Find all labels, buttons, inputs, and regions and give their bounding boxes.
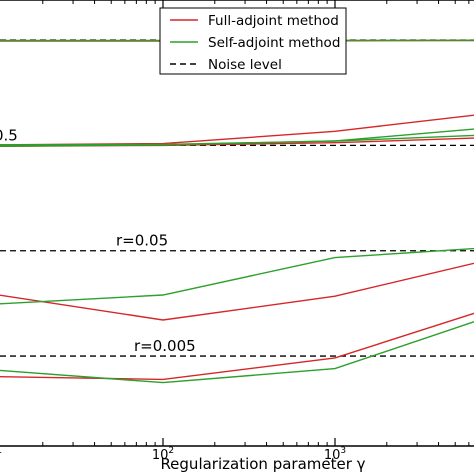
axes-frame (0, 0, 474, 447)
series-2-curve-4 (0, 247, 474, 305)
series-lines (0, 39, 474, 384)
legend-label-1: Full-adjoint method (208, 13, 339, 29)
series-1-curve-4 (0, 262, 474, 321)
legend-label-3: Noise level (208, 57, 282, 73)
noise-level-label-1: 0.5 (0, 126, 18, 144)
plot-frame (0, 0, 474, 447)
x-tick-label-0: 101 (0, 446, 2, 463)
series-2-curve-5 (0, 320, 474, 384)
x-axis-label: Regularization parameter γ (160, 455, 365, 473)
x-tick-exponent-1: 2 (168, 446, 174, 456)
x-tick-exponent-2: 3 (340, 446, 346, 456)
x-tick-exponent-0: 1 (0, 446, 2, 456)
noise-level-lines (0, 39, 474, 357)
legend: Full-adjoint method Self-adjoint method No… (159, 7, 347, 75)
series-2-curve-3 (0, 128, 474, 147)
noise-level-labels: 0.5 r=0.05 r=0.005 (0, 126, 196, 355)
noise-level-label-2: r=0.05 (116, 232, 168, 250)
noise-level-label-3: r=0.005 (134, 337, 196, 355)
legend-box (159, 7, 347, 75)
series-1-curve-5 (0, 312, 474, 381)
legend-label-2: Self-adjoint method (208, 35, 340, 51)
